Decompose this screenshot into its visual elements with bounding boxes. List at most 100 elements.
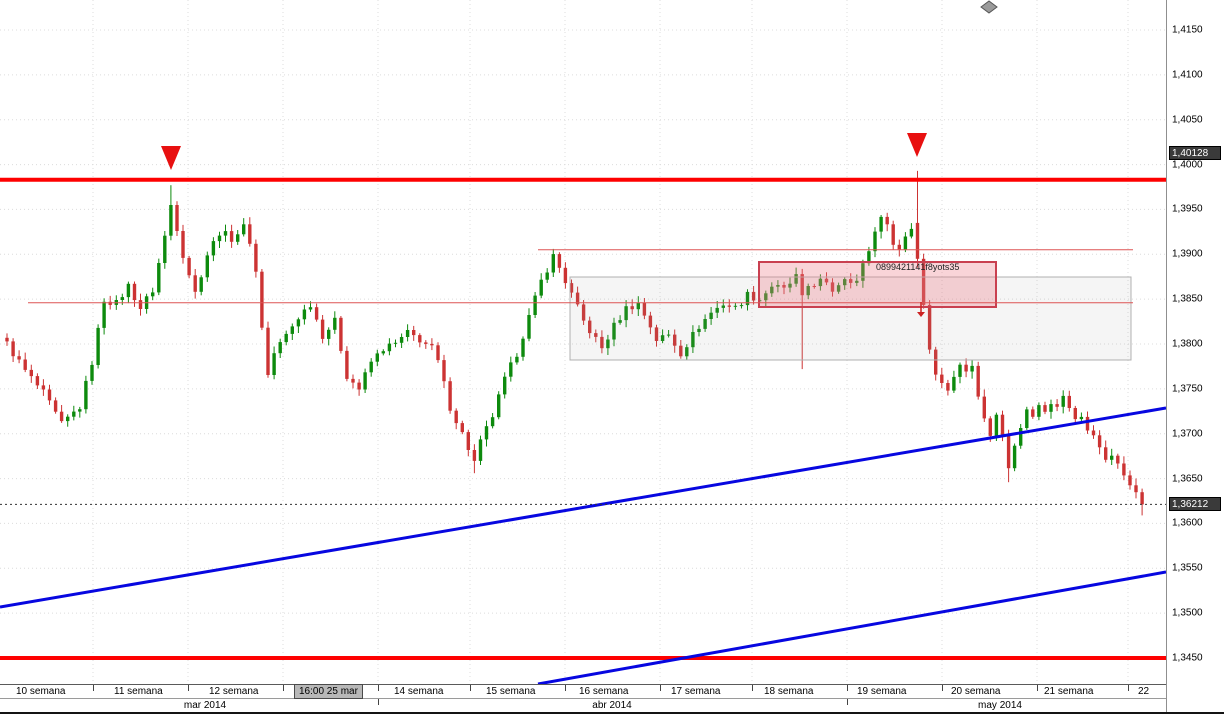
candle-body	[503, 376, 507, 395]
candle-body	[575, 292, 580, 305]
candle-body	[521, 338, 525, 357]
week-tick	[1037, 685, 1038, 691]
candle	[539, 273, 543, 299]
candle	[1061, 390, 1065, 414]
candle-body	[47, 389, 52, 401]
candle-body	[897, 244, 901, 250]
month-label: mar 2014	[183, 700, 227, 711]
candle-body	[1085, 416, 1090, 431]
candle-body	[126, 283, 131, 298]
candle	[260, 269, 264, 331]
candle	[733, 302, 738, 310]
candle	[1049, 399, 1053, 419]
candle-body	[236, 234, 240, 242]
candle-body	[248, 224, 252, 244]
candle	[448, 377, 452, 414]
candle	[405, 324, 410, 342]
pink-zone[interactable]	[758, 261, 997, 308]
annotation-label[interactable]: 0899421141f8yots35	[876, 262, 959, 272]
candle	[157, 258, 161, 296]
candle	[418, 333, 422, 348]
candle	[375, 349, 379, 367]
candle-body	[205, 255, 209, 278]
candle-body	[387, 343, 392, 352]
candle-body	[314, 307, 319, 320]
candle	[624, 300, 628, 328]
candle	[879, 215, 883, 239]
candle	[660, 329, 665, 344]
candle	[1055, 399, 1059, 412]
trendline-1[interactable]	[0, 406, 1166, 609]
candle-body	[673, 334, 677, 346]
candle	[23, 352, 27, 373]
candle-body	[23, 359, 27, 370]
price-axis[interactable]: 1,4150 1,4100 1,4050 1,4000 1,3950 1,3900 1,38…	[1166, 0, 1224, 684]
candle-body	[1104, 447, 1108, 460]
candle-body	[994, 414, 999, 436]
candle-body	[751, 291, 756, 301]
candle	[909, 223, 914, 239]
candle	[776, 280, 780, 293]
candle	[320, 315, 325, 344]
candle-body	[17, 356, 21, 360]
candle	[412, 325, 416, 341]
candle-body	[102, 301, 106, 328]
candle-body	[66, 416, 70, 422]
candle-body	[909, 228, 914, 237]
candle-body	[29, 369, 33, 377]
candle-body	[515, 356, 519, 363]
candle	[199, 275, 203, 296]
price-tick-label: 1,3500	[1172, 607, 1203, 619]
week-tick	[942, 685, 943, 691]
candle-body	[193, 275, 197, 292]
week-label: 12 semana	[209, 686, 259, 697]
gray-zone[interactable]	[569, 276, 1132, 361]
candle-body	[308, 307, 313, 310]
candle-body	[484, 426, 489, 440]
mini-arrow-icon[interactable]	[917, 302, 925, 317]
candle	[175, 201, 179, 236]
time-axis[interactable]: 16:00 25 mar 10 semana 11 semana 12 semana…	[0, 684, 1166, 712]
candle-body	[891, 224, 895, 245]
candle	[369, 358, 373, 377]
scroll-diamond-icon[interactable]	[980, 0, 998, 14]
candle-body	[138, 300, 143, 309]
candle	[333, 311, 337, 334]
week-label: 20 semana	[951, 686, 1001, 697]
candle	[612, 317, 616, 347]
sell-marker-icon[interactable]	[161, 146, 181, 170]
mini-arrow-head	[917, 312, 925, 317]
candle-body	[345, 350, 349, 379]
price-tick-label: 1,3800	[1172, 338, 1203, 350]
candle	[927, 300, 932, 354]
candle	[1104, 440, 1108, 463]
candle-body	[588, 320, 592, 334]
candle	[1140, 488, 1144, 516]
candle	[897, 239, 901, 257]
candle-body	[618, 320, 622, 323]
candle-body	[327, 329, 331, 339]
candle	[952, 370, 956, 393]
candle-body	[11, 341, 15, 357]
candle-body	[1019, 428, 1023, 446]
candle	[915, 170, 920, 268]
candle	[836, 282, 841, 294]
candle	[187, 255, 191, 279]
candle	[163, 231, 167, 269]
candle-body	[381, 351, 385, 354]
candle-body	[424, 342, 428, 344]
candle-body	[849, 279, 853, 283]
candle-body	[970, 365, 974, 372]
candle-body	[1116, 455, 1120, 464]
week-label: 21 semana	[1044, 686, 1094, 697]
week-tick	[565, 685, 566, 691]
candle	[642, 298, 647, 320]
candle	[144, 293, 149, 314]
sell-marker-icon[interactable]	[907, 133, 927, 157]
candle-body	[527, 315, 531, 339]
trendline-2[interactable]	[537, 570, 1166, 684]
candle-body	[855, 280, 859, 283]
plot-area[interactable]: 0899421141f8yots35	[0, 0, 1166, 684]
candle	[703, 314, 707, 332]
candle-body	[163, 235, 167, 263]
